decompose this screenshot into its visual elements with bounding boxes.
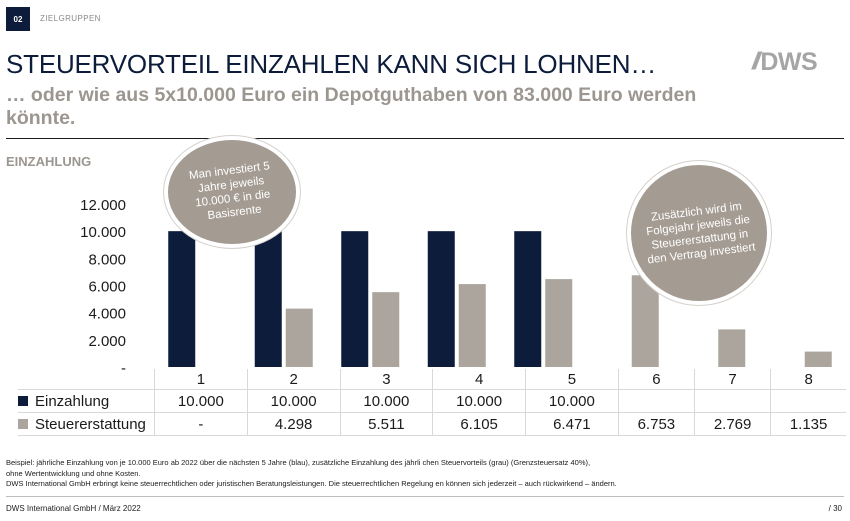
legend-steuererstattung: Steuererstattung xyxy=(18,412,155,436)
table-cell xyxy=(693,389,771,413)
title-divider xyxy=(6,138,844,139)
x-tick-label: 1 xyxy=(154,369,248,390)
table-cell: 4.298 xyxy=(246,412,340,436)
table-header-row: 1 2 3 4 5 6 7 8 xyxy=(18,369,846,390)
bar-steuererstattung xyxy=(804,351,832,367)
table-cell: 6.471 xyxy=(525,412,619,436)
x-tick-label: 6 xyxy=(617,369,695,390)
section-label: ZIELGRUPPEN xyxy=(40,14,101,23)
table-cell xyxy=(770,389,846,413)
y-tick-label: - xyxy=(121,360,126,377)
section-number: 02 xyxy=(13,14,23,24)
chart-heading: EINZAHLUNG xyxy=(6,154,92,169)
y-tick-label: 2.000 xyxy=(88,333,126,350)
y-tick-label: 6.000 xyxy=(88,279,126,296)
y-tick-label: 4.000 xyxy=(88,306,126,323)
table-cell: 10.000 xyxy=(525,389,619,413)
table-cell: 1.135 xyxy=(770,412,846,436)
x-tick-label: 8 xyxy=(770,369,846,390)
bar-einzahlung xyxy=(168,231,196,367)
x-tick-label: 5 xyxy=(525,369,619,390)
table-row-steuererstattung: Steuererstattung - 4.298 5.511 6.105 6.4… xyxy=(18,412,846,436)
logo-wordmark: DWS xyxy=(760,47,818,76)
footnote-line: ohne Wertentwicklung und ohne Kosten. xyxy=(6,468,141,478)
page-number: / 30 xyxy=(828,504,842,513)
footnote: Beispiel: jährliche Einzahlung von je 10… xyxy=(6,458,836,490)
page-title: STEUERVORTEIL EINZAHLEN KANN SICH LOHNEN… xyxy=(6,49,657,79)
bar-steuererstattung xyxy=(285,308,313,367)
callout-left: Man investiert 5 Jahre jeweils 10.000 € … xyxy=(168,140,296,244)
table-cell: 2.769 xyxy=(693,412,771,436)
bar-einzahlung xyxy=(514,231,542,367)
table-header-empty xyxy=(18,369,155,390)
table-cell: 10.000 xyxy=(246,389,340,413)
footer-divider xyxy=(6,496,844,497)
footnote-line: Beispiel: jährliche Einzahlung von je 10… xyxy=(6,458,591,467)
x-tick-label: 7 xyxy=(693,369,771,390)
table-cell xyxy=(617,389,695,413)
x-tick-label: 2 xyxy=(246,369,340,390)
bar-einzahlung xyxy=(254,231,282,367)
legend-swatch-einzahlung xyxy=(18,395,28,406)
table-cell: 6.105 xyxy=(432,412,526,436)
table-row-einzahlung: Einzahlung 10.000 10.000 10.000 10.000 1… xyxy=(18,389,846,413)
x-tick-label: 4 xyxy=(432,369,526,390)
table-cell: - xyxy=(154,412,248,436)
y-tick-label: 12.000 xyxy=(80,197,126,214)
table-cell: 10.000 xyxy=(432,389,526,413)
bar-steuererstattung xyxy=(545,279,573,367)
bar-einzahlung xyxy=(427,231,455,367)
bar-steuererstattung xyxy=(631,275,659,367)
data-table: 1 2 3 4 5 6 7 8 Einzahlung 10.000 10.000… xyxy=(18,369,846,436)
legend-swatch-steuererstattung xyxy=(18,418,28,429)
bar-einzahlung xyxy=(341,231,369,367)
table-cell: 10.000 xyxy=(154,389,248,413)
x-tick-label: 3 xyxy=(339,369,433,390)
bar-steuererstattung xyxy=(458,284,486,367)
bar-chart: - 2.000 4.000 6.000 8.000 10.000 12.000 xyxy=(80,197,832,377)
legend-label: Steuererstattung xyxy=(35,415,146,433)
footer-source: DWS International GmbH / März 2022 xyxy=(6,504,141,513)
y-tick-label: 8.000 xyxy=(88,251,126,268)
section-number-badge: 02 xyxy=(6,7,30,31)
callout-right-text: Zusätzlich wird im Folgejahr jeweils die… xyxy=(645,200,757,267)
bar-steuererstattung xyxy=(718,329,746,367)
table-cell: 6.753 xyxy=(617,412,695,436)
bar-steuererstattung xyxy=(372,292,400,367)
table-cell: 10.000 xyxy=(339,389,433,413)
table-cell: 5.511 xyxy=(339,412,433,436)
callout-left-text: Man investiert 5 Jahre jeweils 10.000 € … xyxy=(188,160,272,223)
callout-right: Zusätzlich wird im Folgejahr jeweils die… xyxy=(631,165,767,301)
legend-einzahlung: Einzahlung xyxy=(18,389,155,413)
dws-logo: // DWS xyxy=(752,46,844,78)
legend-label: Einzahlung xyxy=(35,392,110,410)
page-subtitle: … oder wie aus 5x10.000 Euro ein Depotgu… xyxy=(6,84,697,129)
y-tick-label: 10.000 xyxy=(80,224,126,241)
footnote-line: DWS International GmbH erbringt keine st… xyxy=(6,479,617,488)
